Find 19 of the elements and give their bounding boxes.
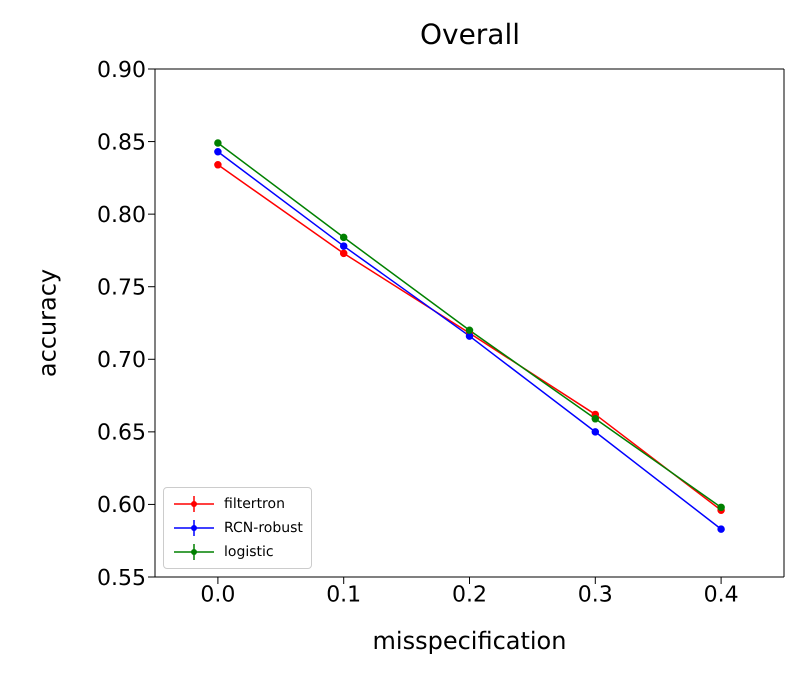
x-tick-label: 0.1 [326,582,362,608]
chart-title: Overall [418,18,522,51]
legend-label: filtertron [224,496,285,512]
x-tick-label: 0.4 [704,582,739,608]
legend-label: RCN-robust [224,520,303,536]
y-tick-label: 0.90 [97,58,146,83]
legend-label: logistic [224,544,274,560]
y-tick-label: 0.65 [97,420,146,446]
x-tick-label: 0.3 [578,582,613,608]
y-axis-title: accuracy [34,268,62,378]
y-tick-label: 0.60 [97,493,146,518]
y-tick-label: 0.75 [97,276,146,301]
y-tick-label: 0.80 [97,202,146,228]
y-tick-label: 0.85 [97,130,146,156]
x-axis-title: misspecification [372,627,566,655]
x-tick-label: 0.0 [200,582,236,608]
y-tick-label: 0.55 [97,566,146,591]
y-tick-label: 0.70 [97,348,146,374]
x-tick-label: 0.2 [452,582,487,608]
